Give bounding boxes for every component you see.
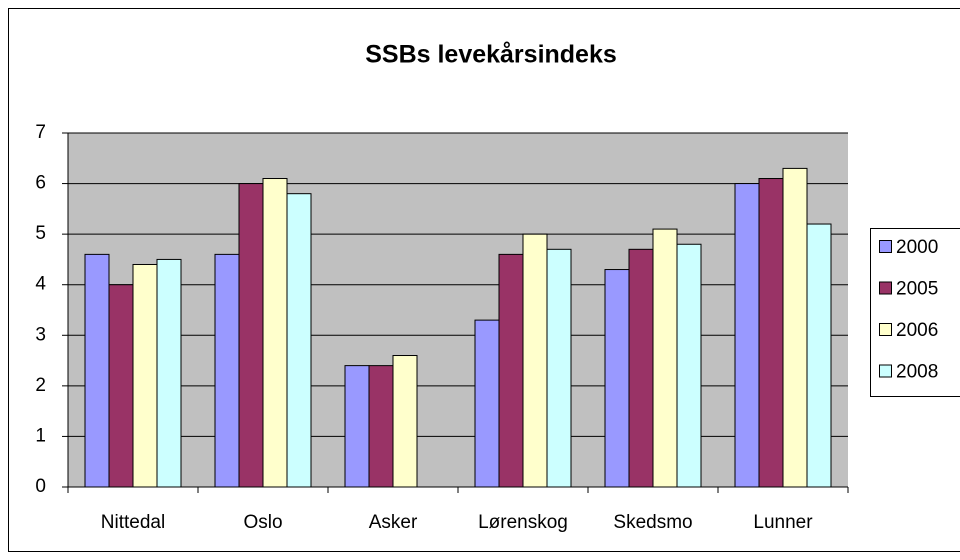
bar — [344, 365, 370, 488]
bar — [758, 178, 784, 488]
legend-label: 2000 — [896, 237, 938, 258]
bar — [368, 365, 394, 488]
legend-label: 2008 — [896, 362, 938, 383]
bar — [676, 243, 702, 488]
x-tick-label: Lunner — [753, 512, 813, 533]
bar — [734, 183, 760, 488]
x-tick-label: Skedsmo — [613, 512, 692, 533]
bar — [604, 269, 630, 488]
y-tick-label: 4 — [35, 274, 46, 295]
bar — [474, 319, 500, 488]
bar — [806, 223, 832, 488]
legend-swatch — [879, 281, 892, 295]
bar — [628, 248, 654, 488]
y-tick-label: 7 — [35, 122, 46, 143]
legend-label: 2006 — [896, 320, 938, 341]
legend-swatch — [879, 323, 892, 336]
legend-label: 2005 — [896, 279, 938, 300]
x-tick-label: Asker — [369, 512, 418, 533]
legend-swatch — [879, 240, 892, 253]
y-tick-label: 6 — [35, 173, 46, 194]
plot-area — [68, 133, 848, 487]
y-tick-label: 5 — [35, 223, 46, 244]
bar — [392, 355, 418, 488]
bar — [262, 178, 288, 488]
bar — [108, 284, 134, 488]
x-tick-label: Lørenskog — [478, 512, 568, 533]
bar — [522, 233, 548, 488]
bar — [214, 253, 240, 488]
bar — [782, 167, 808, 488]
y-tick-label: 2 — [35, 375, 46, 396]
bar — [286, 193, 312, 488]
y-tick-label: 1 — [35, 425, 46, 446]
y-tick-label: 3 — [35, 324, 46, 345]
x-tick-label: Nittedal — [101, 512, 165, 533]
bar — [498, 253, 524, 488]
bar — [156, 258, 182, 488]
bar — [84, 253, 110, 488]
bar — [132, 263, 158, 488]
y-tick-label: 0 — [35, 476, 46, 497]
chart-title: SSBs levekårsindeks — [365, 41, 617, 69]
bar — [652, 228, 678, 488]
x-tick-label: Oslo — [243, 512, 282, 533]
legend-swatch — [879, 364, 892, 378]
bar — [238, 183, 264, 488]
bar — [546, 248, 572, 488]
